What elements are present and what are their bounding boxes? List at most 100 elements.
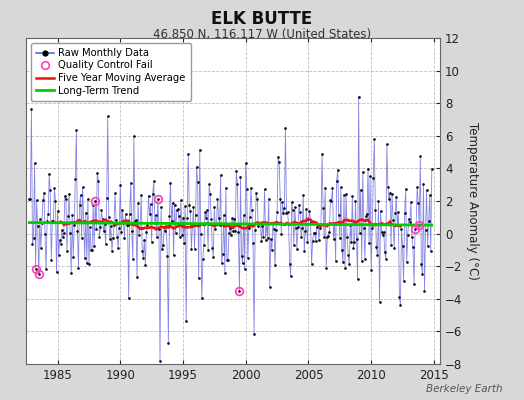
Point <box>330 235 338 242</box>
Point <box>152 234 161 240</box>
Point <box>182 318 190 324</box>
Point <box>350 239 358 245</box>
Point <box>267 236 275 242</box>
Point <box>161 228 169 234</box>
Point <box>348 193 356 199</box>
Point <box>419 180 428 187</box>
Point <box>244 255 252 262</box>
Point <box>323 234 332 240</box>
Point <box>223 257 231 264</box>
Point <box>56 237 64 243</box>
Point <box>368 224 376 231</box>
Y-axis label: Temperature Anomaly (°C): Temperature Anomaly (°C) <box>466 122 479 280</box>
Point <box>291 204 299 211</box>
Point <box>298 225 307 232</box>
Point <box>366 173 374 180</box>
Point <box>62 196 70 202</box>
Point <box>299 192 308 198</box>
Point <box>277 230 286 237</box>
Point <box>135 232 143 239</box>
Point <box>160 224 168 230</box>
Point <box>191 212 200 218</box>
Point <box>326 197 335 204</box>
Point <box>270 226 278 232</box>
Point <box>334 212 343 218</box>
Point <box>83 260 91 266</box>
Point <box>104 113 112 120</box>
Point <box>52 269 61 276</box>
Point <box>233 181 242 188</box>
Point <box>397 226 406 232</box>
Point <box>156 358 164 364</box>
Point <box>36 216 44 222</box>
Point <box>420 288 429 294</box>
Point <box>41 230 49 237</box>
Point <box>159 242 167 249</box>
Point <box>414 200 422 206</box>
Point <box>332 178 341 184</box>
Point <box>180 240 188 246</box>
Point <box>416 153 424 160</box>
Point <box>100 228 108 234</box>
Point <box>418 271 427 278</box>
Point <box>217 260 226 266</box>
Point <box>393 222 401 228</box>
Point <box>176 234 184 240</box>
Text: Berkeley Earth: Berkeley Earth <box>427 384 503 394</box>
Point <box>106 236 114 242</box>
Point <box>235 288 244 294</box>
Point <box>47 256 56 263</box>
Text: ELK BUTTE: ELK BUTTE <box>211 10 313 28</box>
Point <box>339 259 347 266</box>
Point <box>85 260 93 267</box>
Point <box>35 271 43 278</box>
Point <box>307 218 315 225</box>
Point <box>403 232 412 238</box>
Point <box>253 196 261 202</box>
Point <box>154 196 162 202</box>
Point <box>60 230 68 237</box>
Point <box>137 191 145 198</box>
Point <box>90 243 99 249</box>
Point <box>125 295 133 302</box>
Point <box>174 213 183 220</box>
Point <box>271 262 279 268</box>
Point <box>234 228 243 235</box>
Point <box>128 256 137 262</box>
Point <box>114 244 123 251</box>
Point <box>356 187 365 193</box>
Point <box>315 237 323 244</box>
Point <box>219 251 227 257</box>
Point <box>287 272 295 279</box>
Point <box>91 198 100 204</box>
Point <box>93 170 102 176</box>
Point <box>363 210 371 217</box>
Point <box>309 238 317 244</box>
Point <box>354 93 363 100</box>
Point <box>148 191 157 197</box>
Point <box>186 208 194 214</box>
Point <box>32 197 41 203</box>
Point <box>181 203 189 210</box>
Point <box>303 239 312 245</box>
Point <box>293 245 301 252</box>
Point <box>280 205 289 212</box>
Point <box>129 133 138 139</box>
Point <box>57 240 65 247</box>
Point <box>88 247 96 253</box>
Point <box>87 246 95 253</box>
Point <box>395 294 403 300</box>
Point <box>39 197 47 203</box>
Point <box>125 211 134 218</box>
Point <box>157 204 165 210</box>
Point <box>238 260 247 267</box>
Point <box>228 215 236 221</box>
Point <box>308 261 316 268</box>
Point <box>390 245 398 252</box>
Point <box>300 248 309 254</box>
Point <box>305 208 314 214</box>
Point <box>236 173 245 180</box>
Point <box>316 225 324 232</box>
Point <box>333 166 342 173</box>
Point <box>337 246 346 253</box>
